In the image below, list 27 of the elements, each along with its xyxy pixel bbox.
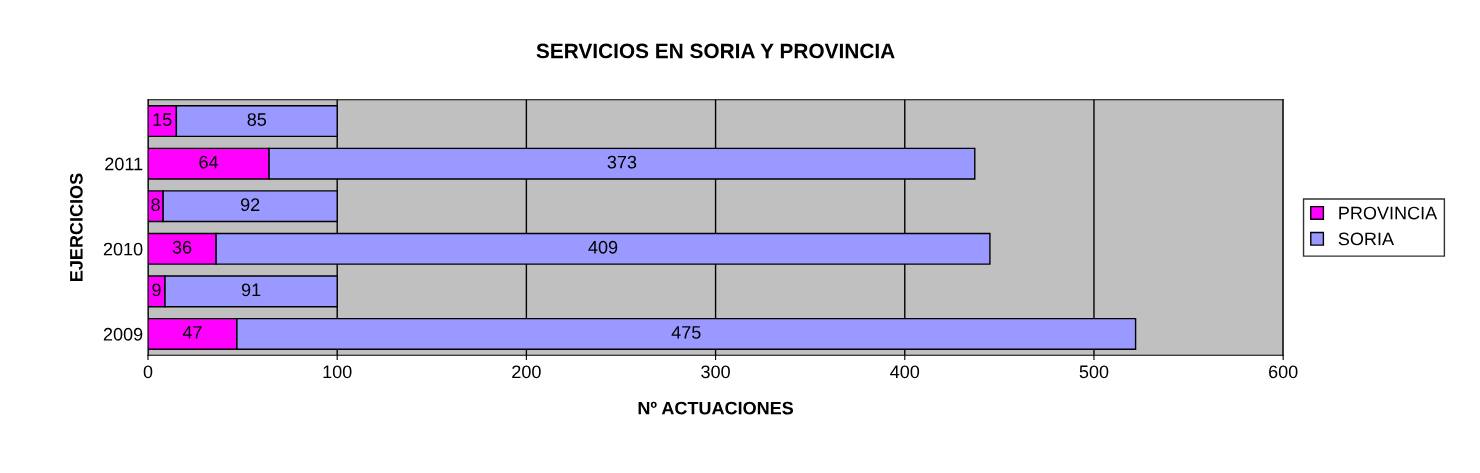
data-label: 9 [152, 283, 161, 297]
x-axis-title: Nº ACTUACIONES [638, 401, 794, 415]
data-label: 91 [241, 283, 261, 297]
data-label: 475 [671, 326, 701, 339]
chart-title: SERVICIOS EN SORIA Y PROVINCIA [536, 43, 895, 59]
data-label: 85 [247, 113, 267, 126]
y-tick-label: 2011 [105, 157, 143, 171]
data-label: 15 [153, 113, 172, 126]
x-tick-label: 300 [701, 365, 730, 379]
data-label: 64 [199, 155, 219, 169]
y-tick-label: 2009 [103, 327, 143, 341]
x-tick-label: 100 [323, 365, 352, 379]
data-label: 373 [607, 155, 637, 169]
legend-label: PROVINCIA [1339, 206, 1438, 220]
data-label: 36 [172, 240, 192, 254]
x-tick-label: 0 [143, 365, 153, 379]
x-tick-label: 600 [1269, 365, 1298, 379]
x-tick-label: 200 [512, 365, 541, 379]
data-label: 8 [151, 198, 160, 212]
data-label: 92 [240, 198, 260, 212]
y-axis-title: EJERCICIOS [69, 173, 83, 281]
data-label: 409 [588, 240, 618, 254]
x-tick-label: 500 [1079, 365, 1109, 379]
data-label: 47 [182, 326, 202, 339]
y-tick-label: 2010 [103, 242, 143, 256]
legend-label: SORIA [1338, 232, 1394, 246]
x-tick-label: 400 [890, 365, 920, 379]
